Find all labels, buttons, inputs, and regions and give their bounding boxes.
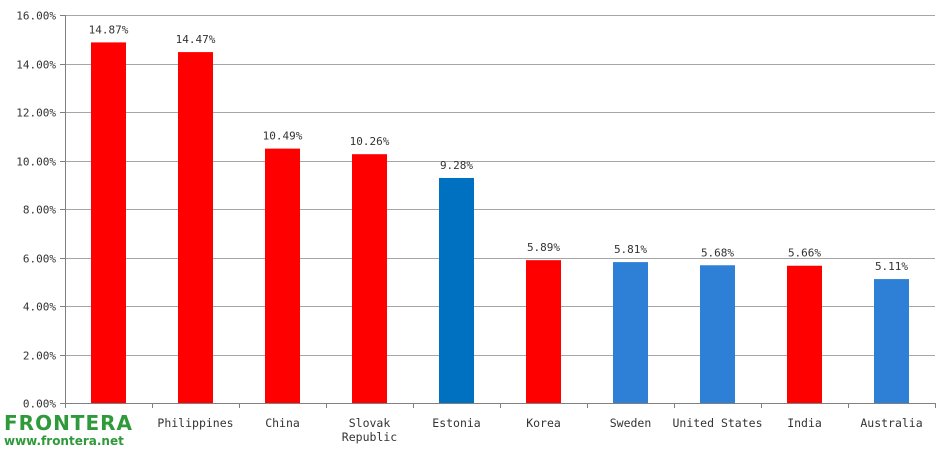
bar (874, 279, 909, 403)
bar (526, 260, 561, 403)
bar (439, 177, 474, 403)
watermark-name: FRONTERA (4, 411, 133, 435)
x-axis (65, 15, 936, 408)
y-tick-label: 16.00% (16, 10, 56, 23)
y-tick-label: 6.00% (23, 253, 56, 266)
data-labels: 14.87% 14.47% 10.49% 10.26% 9.28% 5.89% 5.81% 5… (89, 23, 909, 273)
data-label: 5.89% (527, 241, 560, 254)
y-tick-label: 0.00% (23, 398, 56, 411)
x-category-label: Philippines (157, 416, 233, 430)
bar (613, 262, 648, 403)
data-label: 5.66% (788, 247, 821, 260)
bar (352, 154, 387, 403)
y-tick-label: 14.00% (16, 59, 56, 72)
x-category-label: Slovak Republic (342, 416, 397, 444)
y-axis-tick-labels: 0.00% 2.00% 4.00% 6.00% 8.00% 10.00% 12.00% 14.… (16, 10, 56, 411)
data-label: 10.26% (350, 135, 390, 148)
data-label: 9.28% (440, 159, 473, 172)
y-tick-label: 10.00% (16, 156, 56, 169)
y-tick-label: 12.00% (16, 107, 56, 120)
bars (91, 42, 909, 404)
bar (91, 42, 126, 404)
watermark-url: www.frontera.net (4, 434, 124, 448)
x-category-label: United States (672, 416, 762, 430)
data-label: 5.81% (614, 243, 647, 256)
frontera-watermark: FRONTERA www.frontera.net (4, 412, 137, 448)
data-label: 14.87% (89, 23, 129, 36)
data-label: 5.68% (701, 246, 734, 259)
x-category-label: India (787, 416, 822, 430)
x-category-label: China (265, 416, 300, 430)
data-label: 10.49% (263, 130, 303, 143)
y-tick-label: 2.00% (23, 350, 56, 363)
bar (178, 52, 213, 403)
x-category-label: Australia (860, 416, 922, 430)
x-category-label: Sweden (610, 416, 652, 430)
bar (265, 148, 300, 403)
data-label: 5.11% (875, 260, 908, 273)
data-label: 14.47% (176, 33, 216, 46)
x-category-label: Korea (526, 416, 561, 430)
y-tick-label: 4.00% (23, 301, 56, 314)
x-axis-category-labels: oPhilippinesChinaSlovakRepublicEstoniaKo… (105, 416, 923, 444)
y-tick-label: 8.00% (23, 204, 56, 217)
bar (700, 265, 735, 403)
bar (787, 265, 822, 403)
x-category-label: Estonia (432, 416, 480, 430)
